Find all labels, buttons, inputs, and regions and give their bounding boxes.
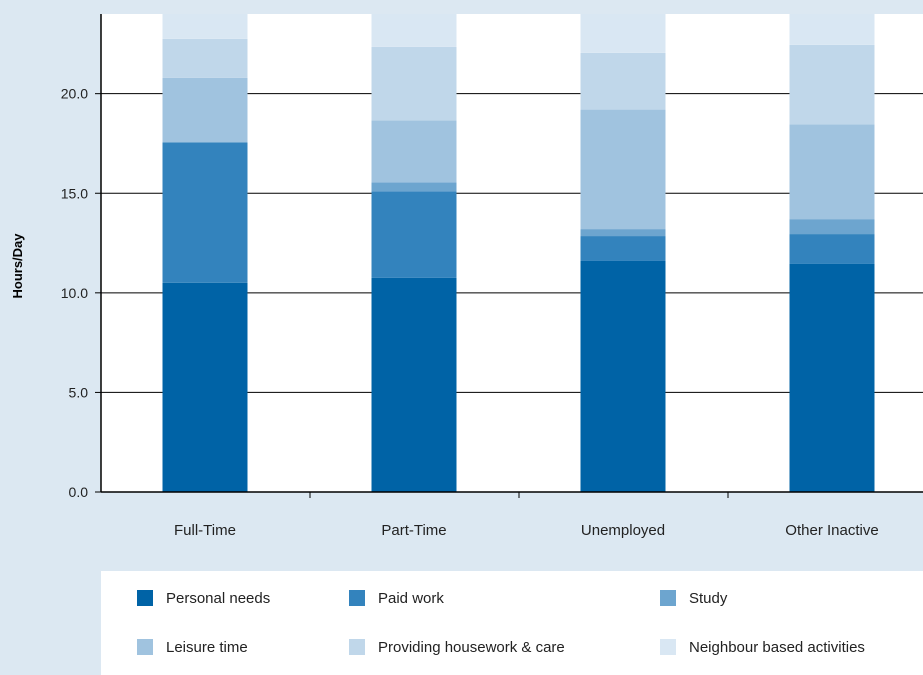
y-tick-label: 20.0	[61, 86, 88, 102]
legend-swatch	[137, 639, 153, 655]
bar-segment	[371, 182, 457, 192]
legend-swatch	[137, 590, 153, 606]
x-tick-label: Full-Time	[174, 522, 236, 539]
legend-label: Neighbour based activities	[689, 639, 865, 656]
legend-label: Paid work	[378, 590, 444, 607]
bar-segment	[580, 52, 666, 110]
legend-label: Leisure time	[166, 639, 248, 656]
x-tick-label: Other Inactive	[785, 522, 878, 539]
bar-segment	[580, 14, 666, 53]
y-ticks: 0.0 5.0 10.0 15.0 20.0	[61, 86, 101, 500]
legend-swatch	[349, 639, 365, 655]
legend-swatch	[660, 639, 676, 655]
bar-segment	[789, 14, 875, 45]
legend-label: Study	[689, 590, 728, 607]
bar-segment	[789, 124, 875, 220]
bar-segment	[162, 38, 248, 78]
x-ticks: Full-Time Part-Time Unemployed Other Inacti…	[174, 492, 879, 539]
legend-swatch	[349, 590, 365, 606]
legend: Personal needs Paid work Study Leisure time…	[137, 590, 865, 656]
bar-segment	[789, 263, 875, 492]
bar-segment	[371, 120, 457, 183]
bar-segment	[580, 260, 666, 492]
bar-segment	[371, 14, 457, 47]
legend-swatch	[660, 590, 676, 606]
legend-box	[101, 571, 923, 675]
bar-segment	[580, 109, 666, 230]
bar-segment	[371, 277, 457, 492]
bar-segment	[162, 142, 248, 283]
legend-label: Personal needs	[166, 590, 270, 607]
bar-segment	[789, 44, 875, 125]
bar-segment	[789, 234, 875, 264]
y-tick-label: 10.0	[61, 285, 88, 301]
legend-label: Providing housework & care	[378, 639, 565, 656]
y-axis-label: Hours/Day	[10, 233, 25, 299]
bar-segment	[371, 46, 457, 121]
bar-segment	[580, 229, 666, 237]
y-tick-label: 15.0	[61, 185, 88, 201]
bar-segment	[162, 14, 248, 39]
bar-segment	[162, 77, 248, 143]
bar-segment	[371, 191, 457, 278]
bar-segment	[580, 236, 666, 261]
y-tick-label: 5.0	[69, 384, 89, 400]
bar-segment	[162, 282, 248, 492]
x-tick-label: Unemployed	[581, 522, 665, 539]
bar-segment	[789, 219, 875, 235]
bars	[162, 14, 875, 492]
y-tick-label: 0.0	[69, 484, 89, 500]
x-tick-label: Part-Time	[381, 522, 446, 539]
